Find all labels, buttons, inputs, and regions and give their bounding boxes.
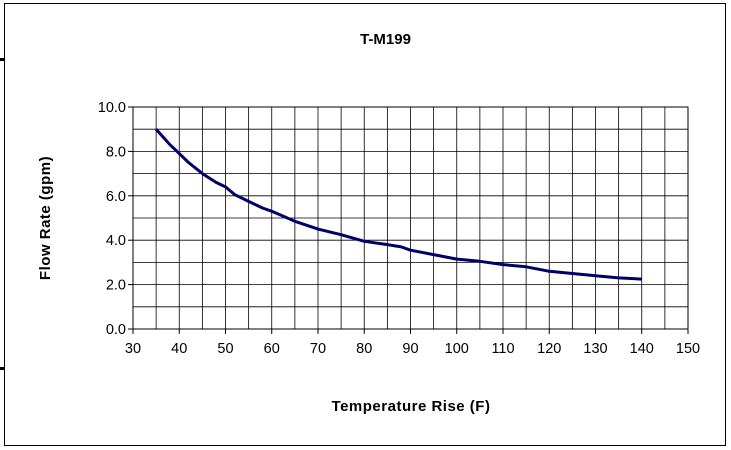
tick-marks bbox=[128, 106, 689, 334]
left-edge-mark-top bbox=[0, 58, 4, 61]
left-edge-mark-bottom bbox=[0, 367, 4, 370]
chart-frame: 30 40 50 60 70 80 90 100 110 120 130 140 150 0.0 2.0 4… bbox=[4, 3, 726, 446]
x-tick-label: 50 bbox=[217, 341, 233, 357]
chart-title: T-M199 bbox=[360, 31, 411, 48]
y-tick-label: 10.0 bbox=[98, 100, 126, 116]
y-tick-label: 6.0 bbox=[106, 189, 126, 205]
y-tick-label: 4.0 bbox=[106, 233, 126, 249]
series-line bbox=[154, 128, 642, 281]
x-tick-labels: 30 40 50 60 70 80 90 100 110 120 130 140 150 bbox=[125, 341, 700, 357]
x-tick-label: 60 bbox=[264, 341, 280, 357]
y-axis-label: Flow Rate (gpm) bbox=[37, 156, 54, 280]
x-tick-label: 80 bbox=[356, 341, 372, 357]
x-tick-label: 120 bbox=[537, 341, 561, 357]
y-tick-label: 8.0 bbox=[106, 144, 126, 160]
y-tick-label: 0.0 bbox=[106, 322, 126, 338]
line-chart: 30 40 50 60 70 80 90 100 110 120 130 140 150 0.0 2.0 4… bbox=[37, 31, 700, 415]
x-tick-label: 130 bbox=[583, 341, 607, 357]
x-tick-label: 70 bbox=[310, 341, 326, 357]
x-tick-label: 100 bbox=[445, 341, 469, 357]
x-axis-label: Temperature Rise (F) bbox=[332, 398, 491, 415]
x-tick-label: 30 bbox=[125, 341, 141, 357]
x-tick-label: 40 bbox=[171, 341, 187, 357]
y-tick-label: 2.0 bbox=[106, 278, 126, 294]
x-tick-label: 150 bbox=[676, 341, 700, 357]
grid-lines bbox=[133, 107, 688, 329]
x-tick-label: 110 bbox=[491, 341, 514, 357]
x-tick-label: 90 bbox=[402, 341, 418, 357]
x-tick-label: 140 bbox=[630, 341, 654, 357]
y-tick-labels: 0.0 2.0 4.0 6.0 8.0 10.0 bbox=[98, 100, 126, 338]
